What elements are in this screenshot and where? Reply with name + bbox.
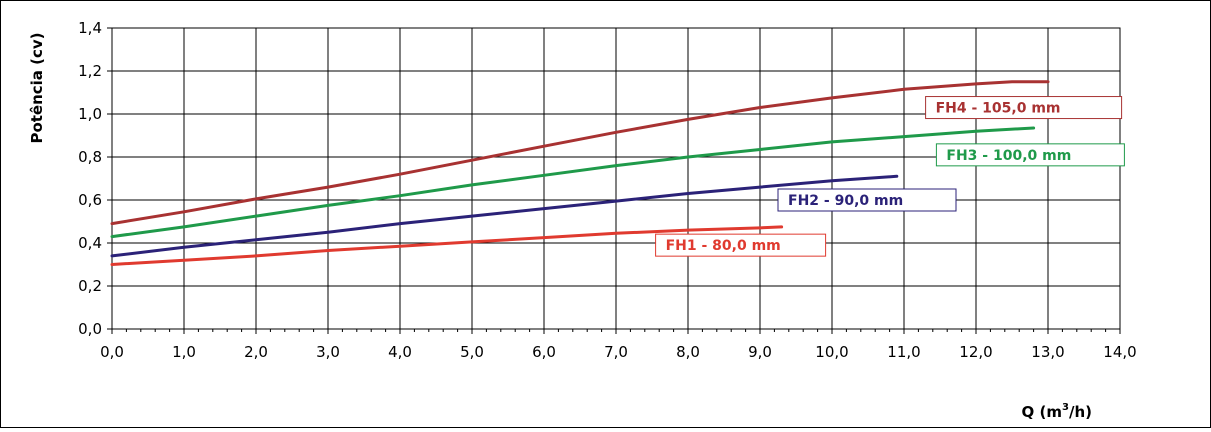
series-label-box bbox=[935, 143, 1125, 167]
x-tick-label: 5,0 bbox=[460, 343, 484, 361]
series-line bbox=[110, 80, 1050, 226]
x-axis-ticks: 0,0 1,0 2,0 3,0 4,0 5,0 6,0 7,0 8,0 9,0 10,0 11,0 12… bbox=[100, 329, 1137, 361]
y-tick-label: 0,0 bbox=[78, 320, 102, 338]
y-tick-label: 0,8 bbox=[78, 148, 102, 166]
y-tick-label: 1,4 bbox=[78, 19, 102, 37]
x-tick-label: 4,0 bbox=[388, 343, 412, 361]
series-label: FH2 - 90,0 mm bbox=[788, 193, 903, 209]
x-axis-title-tail: /h) bbox=[1069, 403, 1092, 421]
series-line bbox=[110, 126, 1036, 239]
x-tick-label: 13,0 bbox=[1031, 343, 1064, 361]
x-tick-label: 11,0 bbox=[887, 343, 920, 361]
x-tick-label: 8,0 bbox=[676, 343, 700, 361]
x-tick-label: 6,0 bbox=[532, 343, 556, 361]
series-line bbox=[110, 225, 784, 266]
y-tick-label: 1,0 bbox=[78, 105, 102, 123]
series-label-box bbox=[925, 96, 1123, 120]
series-label: FH1 - 80,0 mm bbox=[666, 238, 781, 254]
series-label: FH4 - 105,0 mm bbox=[936, 101, 1061, 117]
x-axis-title-sup: 3 bbox=[1062, 402, 1069, 413]
series-labels: FH1 - 80,0 mm FH2 - 90,0 mm FH3 - 100,0 mm… bbox=[655, 96, 1125, 257]
x-tick-label: 12,0 bbox=[959, 343, 992, 361]
series-label: FH3 - 100,0 mm bbox=[946, 148, 1071, 164]
y-axis-title: Potência (cv) bbox=[28, 32, 46, 143]
y-axis-ticks: 0,0 0,2 0,4 0,6 0,8 1,0 1,2 1,4 bbox=[78, 19, 112, 338]
series-label-box bbox=[655, 233, 827, 257]
x-axis-title: Q (m3/h) bbox=[1022, 402, 1092, 421]
y-tick-label: 1,2 bbox=[78, 62, 102, 80]
x-tick-label: 1,0 bbox=[172, 343, 196, 361]
x-tick-label: 14,0 bbox=[1103, 343, 1136, 361]
series-label-box bbox=[777, 188, 957, 212]
x-tick-label: 9,0 bbox=[748, 343, 772, 361]
series-lines bbox=[110, 80, 1050, 266]
y-tick-label: 0,4 bbox=[78, 234, 102, 252]
x-tick-label: 3,0 bbox=[316, 343, 340, 361]
x-tick-label: 10,0 bbox=[815, 343, 848, 361]
x-axis-title-base: Q (m bbox=[1022, 403, 1062, 421]
series-line bbox=[110, 174, 899, 258]
x-tick-label: 0,0 bbox=[100, 343, 124, 361]
y-tick-label: 0,2 bbox=[78, 277, 102, 295]
y-tick-label: 0,6 bbox=[78, 191, 102, 209]
x-tick-label: 2,0 bbox=[244, 343, 268, 361]
x-tick-label: 7,0 bbox=[604, 343, 628, 361]
